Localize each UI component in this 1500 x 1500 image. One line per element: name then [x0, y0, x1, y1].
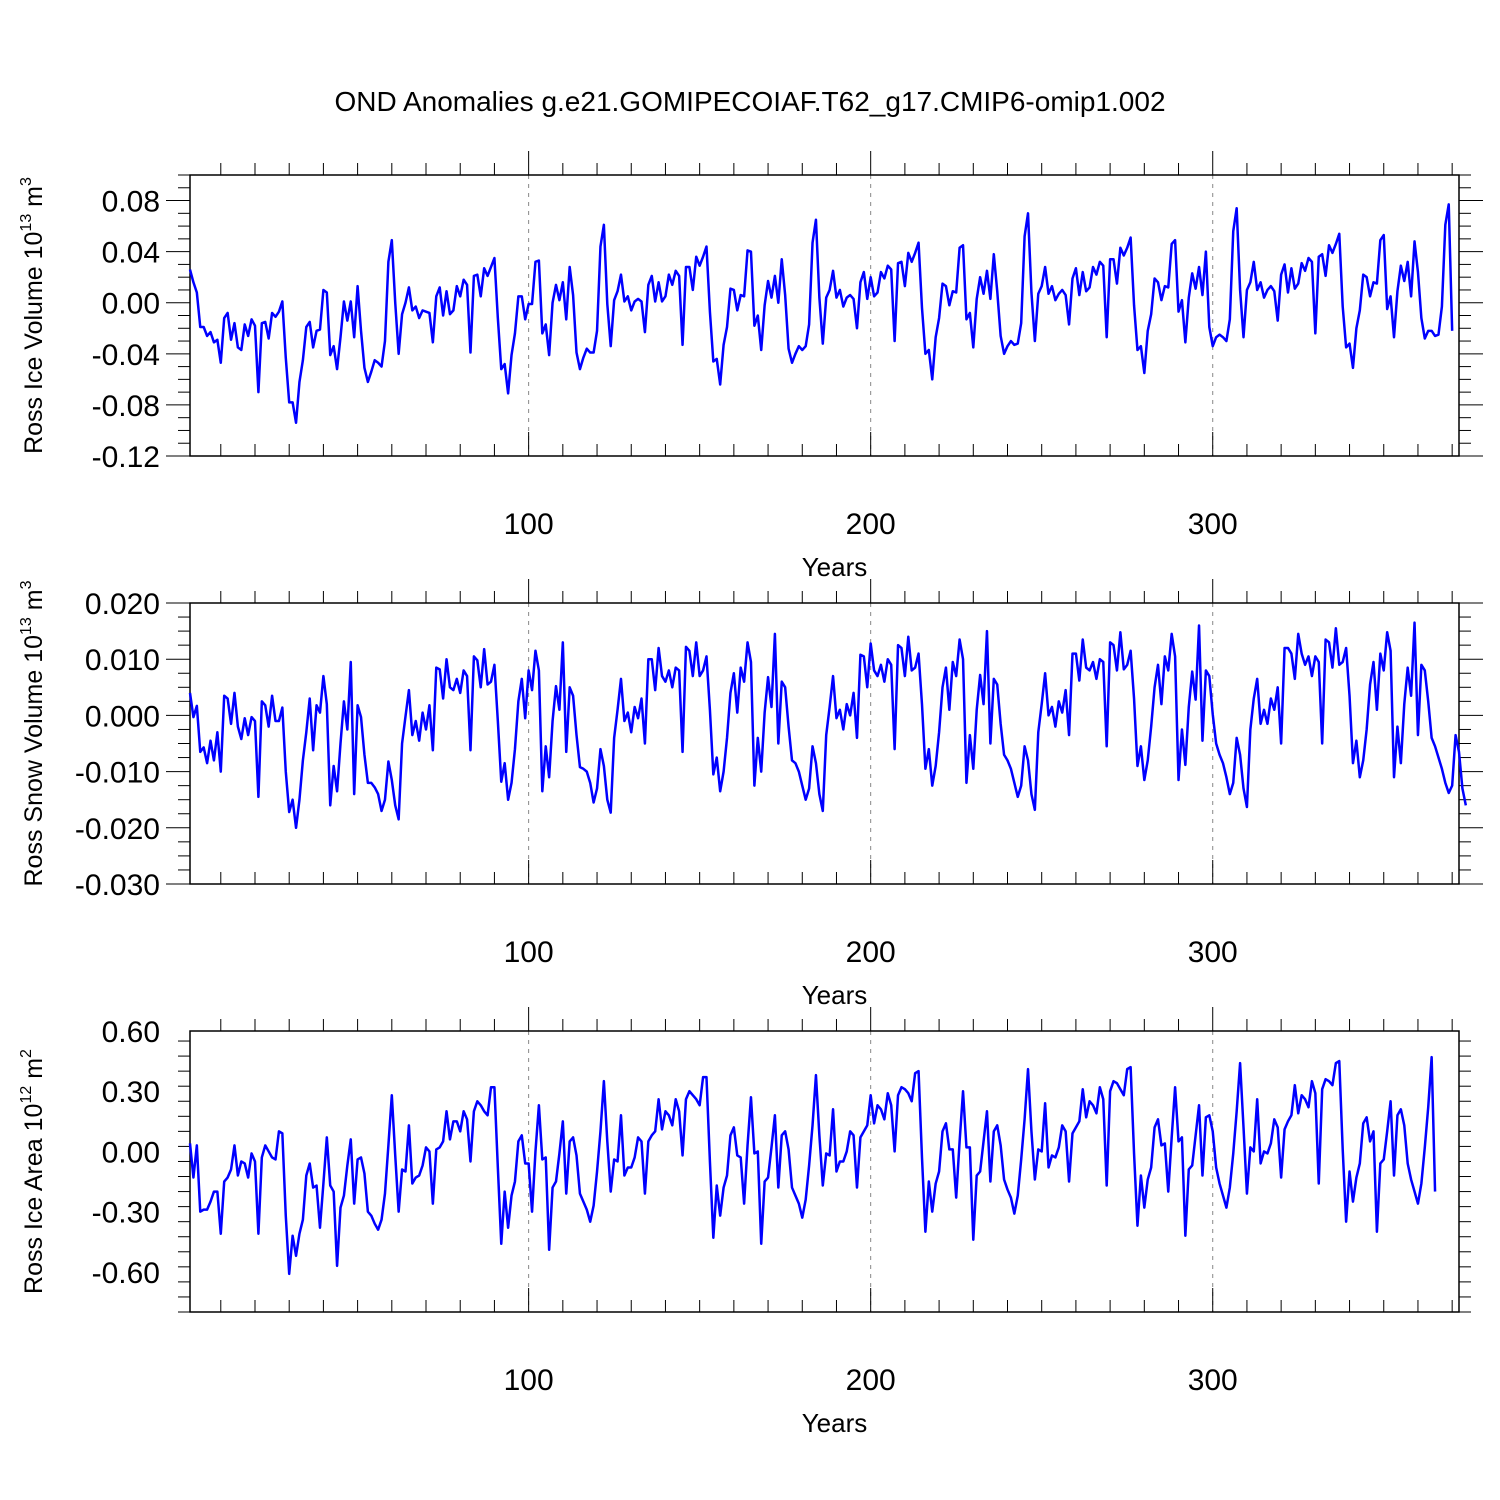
x-tick-label: 100 — [504, 1364, 554, 1397]
x-tick-label: 300 — [1188, 1364, 1238, 1397]
x-tick-label: 200 — [846, 1364, 896, 1397]
plot-frame — [189, 174, 1460, 457]
x-axis-label: Years — [802, 1408, 868, 1438]
y-axis-label-unit-exponent: 2 — [18, 1049, 35, 1058]
y-axis-label-unit-exponent: 3 — [18, 177, 35, 186]
y-axis-label-exponent: 12 — [18, 1086, 35, 1104]
chart-panel-1: -0.12 -0.08 -0.04 0.00 0.04 0.08 100 200 300 Year… — [18, 151, 1483, 582]
y-tick-label: 0.00 — [102, 288, 160, 321]
y-tick-label: -0.04 — [92, 339, 160, 372]
y-tick-label: 0.010 — [85, 644, 160, 677]
y-axis-label: Ross Ice Area 1012 m2 — [18, 1049, 48, 1294]
chart-title: OND Anomalies g.e21.GOMIPECOIAF.T62_g17.… — [334, 86, 1165, 117]
y-axis-label-unit: m — [20, 589, 48, 617]
y-tick-label: -0.010 — [75, 757, 160, 790]
x-axis-label: Years — [802, 980, 868, 1010]
y-axis-label-exponent: 13 — [18, 214, 35, 232]
y-axis-label: Ross Snow Volume 1013 m3 — [18, 580, 48, 886]
y-axis-label-unit: m — [20, 186, 48, 214]
plot-frame — [189, 1030, 1460, 1313]
y-tick-label: -0.08 — [92, 390, 160, 423]
y-tick-label: 0.60 — [102, 1016, 160, 1049]
y-axis-label-text: Ross Ice Volume 10 — [20, 232, 48, 454]
series-line — [188, 203, 1454, 425]
y-tick-label: -0.12 — [92, 441, 160, 474]
y-tick-label: -0.020 — [75, 813, 160, 846]
x-tick-label: 100 — [504, 936, 554, 969]
y-tick-label: 0.04 — [102, 237, 160, 270]
y-tick-label: 0.000 — [85, 700, 160, 733]
y-tick-label: -0.30 — [92, 1197, 160, 1230]
series-line — [188, 621, 1468, 830]
y-axis-label-unit: m — [20, 1058, 48, 1086]
y-axis-label: Ross Ice Volume 1013 m3 — [18, 177, 48, 454]
y-axis-label-exponent: 13 — [18, 617, 35, 635]
y-axis-label-unit-exponent: 3 — [18, 580, 35, 589]
y-tick-label: -0.030 — [75, 869, 160, 902]
x-axis-label: Years — [802, 552, 868, 582]
series-line — [188, 1055, 1437, 1276]
chart-panel-3: -0.60 -0.30 0.00 0.30 0.60 100 200 300 Years Ross… — [18, 1007, 1471, 1438]
y-tick-label: 0.30 — [102, 1076, 160, 1109]
y-tick-label: -0.60 — [92, 1257, 160, 1290]
x-tick-label: 300 — [1188, 936, 1238, 969]
x-tick-label: 200 — [846, 936, 896, 969]
y-tick-label: 0.00 — [102, 1136, 160, 1169]
plot-frame — [189, 602, 1460, 885]
y-axis-label-text: Ross Ice Area 10 — [20, 1104, 48, 1294]
y-tick-label: 0.020 — [85, 588, 160, 621]
y-tick-label: 0.08 — [102, 186, 160, 219]
x-tick-label: 200 — [846, 508, 896, 541]
y-axis-label-text: Ross Snow Volume 10 — [20, 635, 48, 887]
x-tick-label: 100 — [504, 508, 554, 541]
x-tick-label: 300 — [1188, 508, 1238, 541]
chart-panel-2: -0.030 -0.020 -0.010 0.000 0.010 0.020 100 200 3… — [18, 579, 1483, 1010]
